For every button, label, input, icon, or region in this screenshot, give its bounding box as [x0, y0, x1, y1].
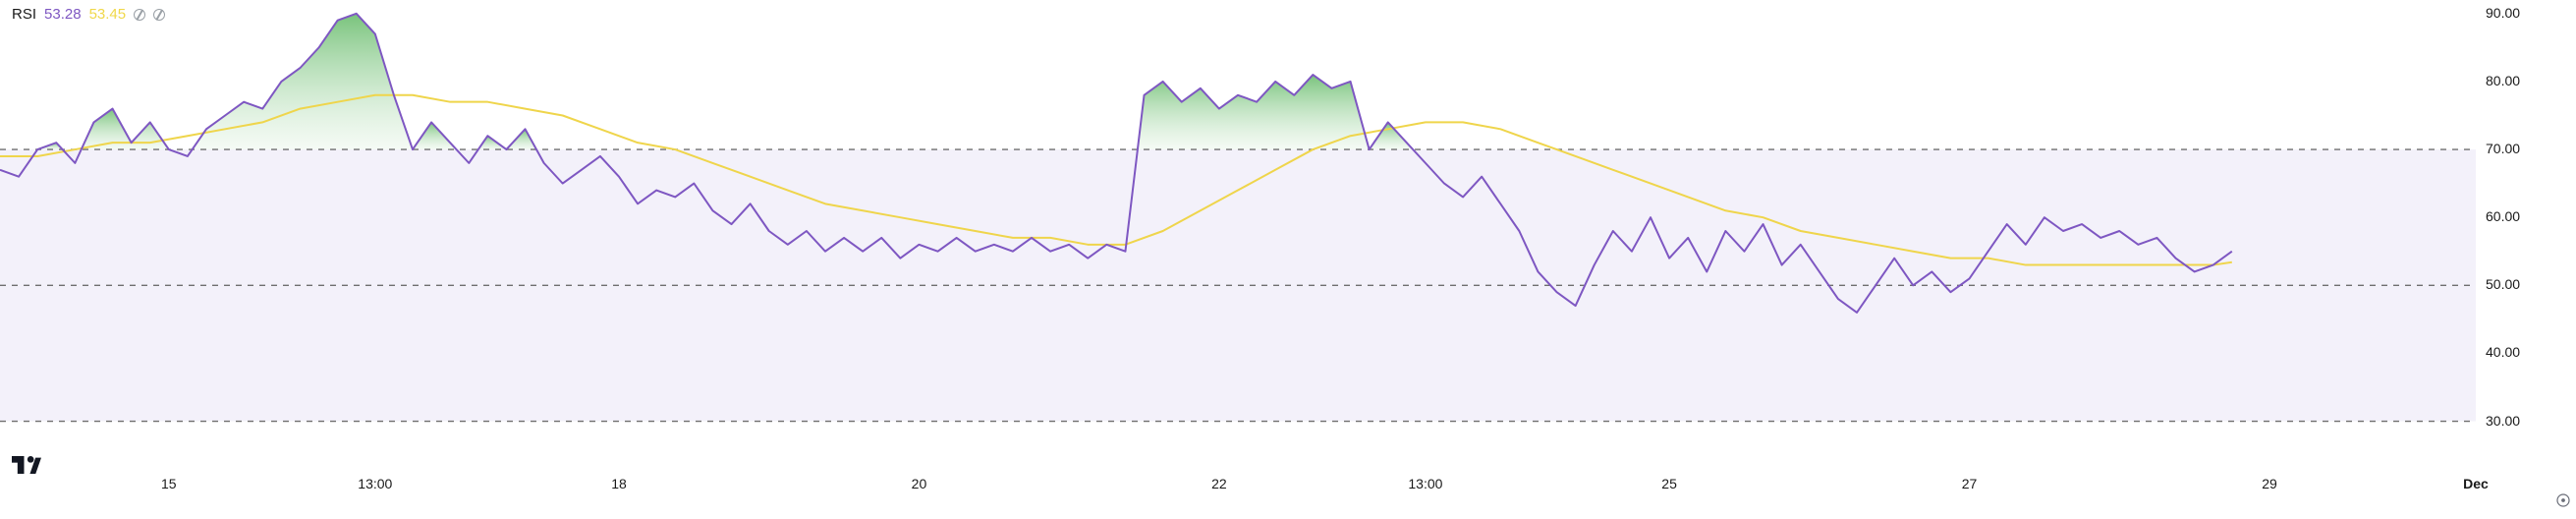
tradingview-logo-icon	[12, 456, 41, 474]
x-tick-label: 20	[912, 476, 927, 491]
x-tick-label: 13:00	[358, 476, 392, 491]
x-tick-label: 22	[1211, 476, 1227, 491]
y-tick-label: 30.00	[2486, 413, 2520, 429]
x-tick-label: 13:00	[1408, 476, 1442, 491]
x-tick-label: 18	[611, 476, 627, 491]
x-tick-label: 29	[2262, 476, 2277, 491]
x-tick-label: 27	[1962, 476, 1978, 491]
y-tick-label: 50.00	[2486, 276, 2520, 292]
y-tick-label: 40.00	[2486, 344, 2520, 360]
x-tick-label: 15	[161, 476, 177, 491]
rsi-chart-plot[interactable]	[0, 0, 2576, 519]
indicator-name: RSI	[12, 6, 36, 23]
indicator-legend[interactable]: RSI 53.28 53.45	[12, 6, 165, 23]
rsi-signal-value: 53.45	[89, 6, 127, 23]
rsi-indicator-panel[interactable]: RSI 53.28 53.45 90.00 80.00 70.00 60.00 50.0…	[0, 0, 2576, 519]
overbought-fill	[1138, 75, 1370, 149]
y-tick-label: 60.00	[2486, 208, 2520, 224]
null-indicator-icon	[134, 9, 145, 21]
x-tick-label: Dec	[2463, 476, 2489, 491]
y-tick-label: 80.00	[2486, 73, 2520, 88]
chart-settings-icon[interactable]	[2554, 491, 2572, 509]
y-tick-label: 90.00	[2486, 5, 2520, 21]
null-indicator-icon	[153, 9, 165, 21]
x-tick-label: 25	[1661, 476, 1677, 491]
rsi-value: 53.28	[44, 6, 82, 23]
y-tick-label: 70.00	[2486, 141, 2520, 156]
